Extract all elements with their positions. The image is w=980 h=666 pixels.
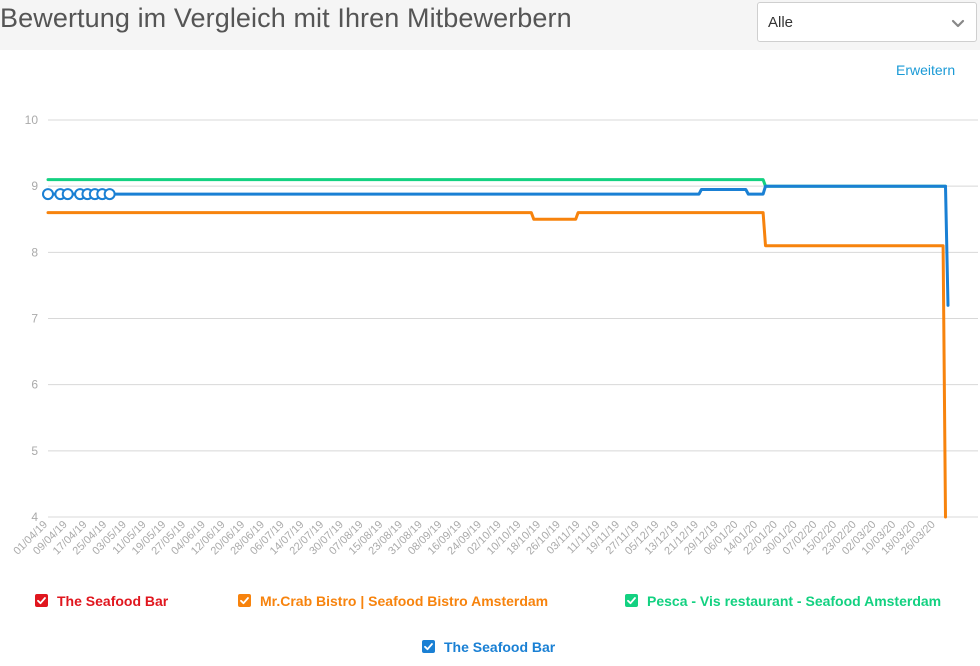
checkbox-icon[interactable] [238, 594, 251, 607]
series-line-1 [46, 211, 947, 519]
series-marker [42, 188, 54, 201]
legend-label: Pesca - Vis restaurant - Seafood Amsterd… [647, 593, 942, 609]
y-tick-label: 8 [31, 245, 38, 259]
y-tick-label: 10 [25, 113, 39, 127]
competitor-filter-select[interactable]: Alle [757, 2, 977, 42]
y-tick-label: 5 [31, 444, 38, 458]
series-line-3 [46, 184, 950, 307]
series-marker [61, 188, 74, 201]
y-tick-label: 9 [31, 179, 38, 193]
rating-line-chart: 4567891001/04/1909/04/1917/04/1925/04/19… [11, 113, 978, 557]
filter-selected-value: Alle [768, 14, 794, 31]
expand-link[interactable]: Erweitern [896, 62, 956, 78]
legend-label: The Seafood Bar [444, 639, 556, 655]
checkbox-icon[interactable] [422, 640, 435, 653]
chevron-down-icon [951, 19, 965, 28]
y-tick-label: 7 [31, 312, 38, 326]
header: Bewertung im Vergleich mit Ihren Mitbewe… [0, 0, 980, 50]
y-tick-label: 4 [31, 510, 38, 524]
series-marker [103, 188, 116, 201]
checkbox-icon[interactable] [35, 594, 48, 607]
legend-label: Mr.Crab Bistro | Seafood Bistro Amsterda… [260, 593, 549, 609]
checkbox-icon[interactable] [625, 594, 638, 607]
page-title: Bewertung im Vergleich mit Ihren Mitbewe… [0, 3, 572, 33]
legend-label: The Seafood Bar [57, 593, 169, 609]
y-tick-label: 6 [31, 378, 38, 392]
